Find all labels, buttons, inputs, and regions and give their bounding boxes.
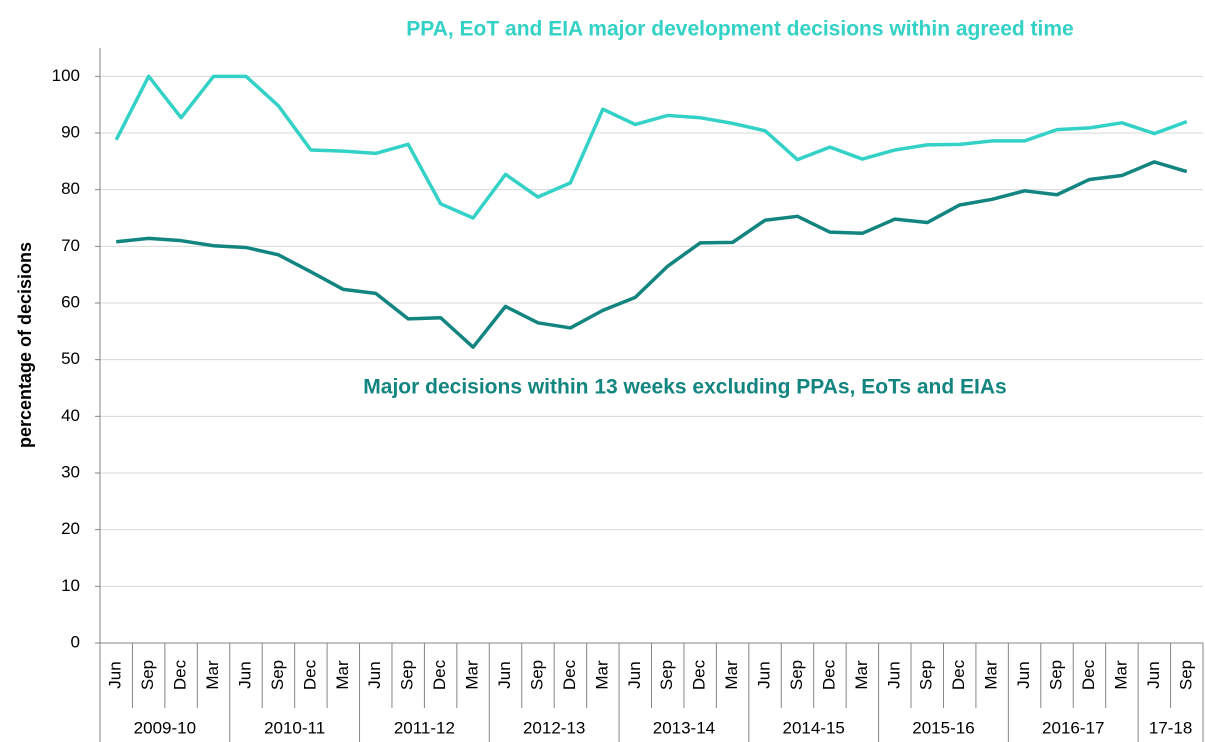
x-tick-label: Jun — [884, 661, 903, 688]
y-tick-label: 50 — [61, 349, 80, 368]
x-tick-label: Jun — [755, 661, 774, 688]
y-tick-label: 20 — [61, 519, 80, 538]
series-label: Major decisions within 13 weeks excludin… — [363, 376, 1006, 399]
group-label: 2014-15 — [783, 718, 845, 737]
x-tick-label: Jun — [625, 661, 644, 688]
x-tick-label: Dec — [1079, 659, 1098, 690]
x-tick-label: Sep — [398, 660, 417, 690]
x-tick-label: Mar — [982, 660, 1001, 690]
x-tick-label: Dec — [949, 659, 968, 690]
y-tick-label: 0 — [71, 632, 80, 651]
x-tick-label: Jun — [1144, 661, 1163, 688]
x-tick-label: Jun — [235, 661, 254, 688]
x-tick-label: Dec — [300, 659, 319, 690]
x-tick-label: Dec — [560, 659, 579, 690]
x-tick-label: Jun — [1014, 661, 1033, 688]
x-tick-label: Dec — [819, 659, 838, 690]
y-tick-label: 90 — [61, 122, 80, 141]
y-tick-label: 60 — [61, 292, 80, 311]
x-tick-label: Mar — [852, 660, 871, 690]
x-tick-label: Jun — [365, 661, 384, 688]
x-tick-label: Dec — [171, 659, 190, 690]
group-label: 2013-14 — [653, 718, 715, 737]
series-line — [116, 160, 1188, 349]
y-tick-label: 30 — [61, 462, 80, 481]
group-label: 2016-17 — [1042, 718, 1104, 737]
y-axis-label: percentage of decisions — [15, 242, 35, 448]
y-tick-label: 10 — [61, 576, 80, 595]
group-label: 2015-16 — [912, 718, 974, 737]
y-tick-label: 80 — [61, 179, 80, 198]
x-tick-label: Mar — [722, 660, 741, 690]
series-line — [114, 74, 1188, 220]
x-tick-label: Mar — [592, 660, 611, 690]
x-tick-label: Sep — [1176, 660, 1195, 690]
x-tick-label: Mar — [1111, 660, 1130, 690]
x-tick-label: Mar — [463, 660, 482, 690]
group-label: 2009-10 — [134, 718, 196, 737]
group-label: 2011-12 — [394, 718, 455, 737]
x-tick-label: Sep — [138, 660, 157, 690]
x-tick-label: Sep — [268, 660, 287, 690]
x-tick-label: Sep — [527, 660, 546, 690]
x-tick-label: Sep — [917, 660, 936, 690]
x-tick-label: Mar — [203, 660, 222, 690]
x-tick-label: Sep — [787, 660, 806, 690]
y-tick-label: 70 — [61, 236, 80, 255]
x-tick-label: Jun — [495, 661, 514, 688]
x-tick-label: Mar — [333, 660, 352, 690]
series-label: PPA, EoT and EIA major development decis… — [406, 18, 1073, 41]
y-tick-label: 40 — [61, 406, 80, 425]
group-label: 17-18 — [1149, 718, 1192, 737]
x-tick-label: Sep — [1046, 660, 1065, 690]
group-label: 2010-11 — [264, 718, 325, 737]
group-label: 2012-13 — [523, 718, 585, 737]
x-tick-label: Sep — [657, 660, 676, 690]
x-tick-label: Dec — [690, 659, 709, 690]
y-tick-label: 100 — [52, 66, 80, 85]
x-tick-label: Jun — [106, 661, 125, 688]
x-tick-label: Dec — [430, 659, 449, 690]
